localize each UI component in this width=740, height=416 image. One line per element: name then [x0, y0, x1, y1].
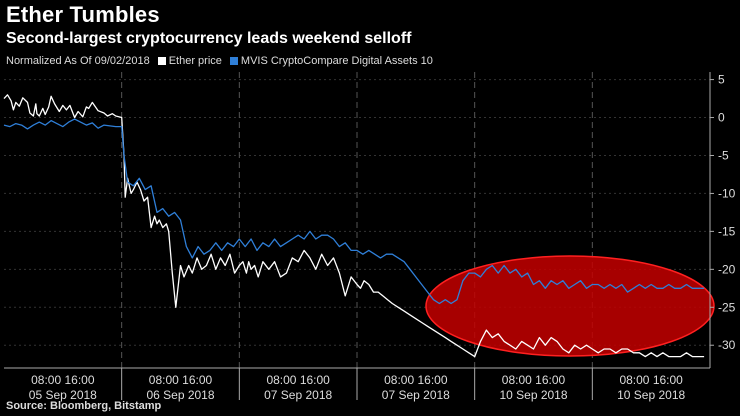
highlight-ellipse: [425, 255, 715, 357]
legend: Normalized As Of 09/02/2018 Ether price …: [6, 55, 433, 67]
x-tick-times-2: 08:00 16:00: [266, 373, 330, 387]
x-tick-date-1: 06 Sep 2018: [146, 388, 214, 402]
chart-subtitle: Second-largest cryptocurrency leads week…: [6, 30, 412, 47]
y-tick-label-4: -15: [718, 224, 736, 238]
y-tick-label-6: -25: [718, 300, 736, 314]
y-tick-label-5: -20: [718, 262, 736, 276]
x-tick-times-3: 08:00 16:00: [384, 373, 448, 387]
y-tick-label-7: -30: [718, 338, 736, 352]
legend-swatch-mvis: [229, 57, 238, 65]
x-tick-times-5: 08:00 16:00: [619, 373, 683, 387]
x-tick-date-2: 07 Sep 2018: [264, 388, 332, 402]
y-tick-label-2: -5: [718, 148, 729, 162]
x-tick-times-1: 08:00 16:00: [149, 373, 213, 387]
chart-title: Ether Tumbles: [6, 2, 160, 27]
legend-note: Normalized As Of 09/02/2018: [6, 55, 150, 67]
x-tick-times-0: 08:00 16:00: [31, 373, 95, 387]
x-tick-date-5: 10 Sep 2018: [617, 388, 685, 402]
x-tick-times-4: 08:00 16:00: [502, 373, 566, 387]
legend-label-mvis: MVIS CryptoCompare Digital Assets 10: [240, 55, 433, 67]
y-tick-label-0: 5: [718, 73, 725, 87]
legend-swatch-ether: [157, 57, 166, 65]
x-tick-date-0: 05 Sep 2018: [29, 388, 97, 402]
source-note: Source: Bloomberg, Bitstamp: [6, 400, 162, 412]
y-tick-label-1: 0: [718, 111, 725, 125]
series-line-mvis: [3, 118, 705, 305]
series-line-ether: [3, 94, 705, 358]
x-tick-date-4: 10 Sep 2018: [499, 388, 567, 402]
legend-label-ether: Ether price: [168, 55, 222, 67]
y-tick-label-3: -10: [718, 186, 736, 200]
x-tick-date-3: 07 Sep 2018: [382, 388, 450, 402]
